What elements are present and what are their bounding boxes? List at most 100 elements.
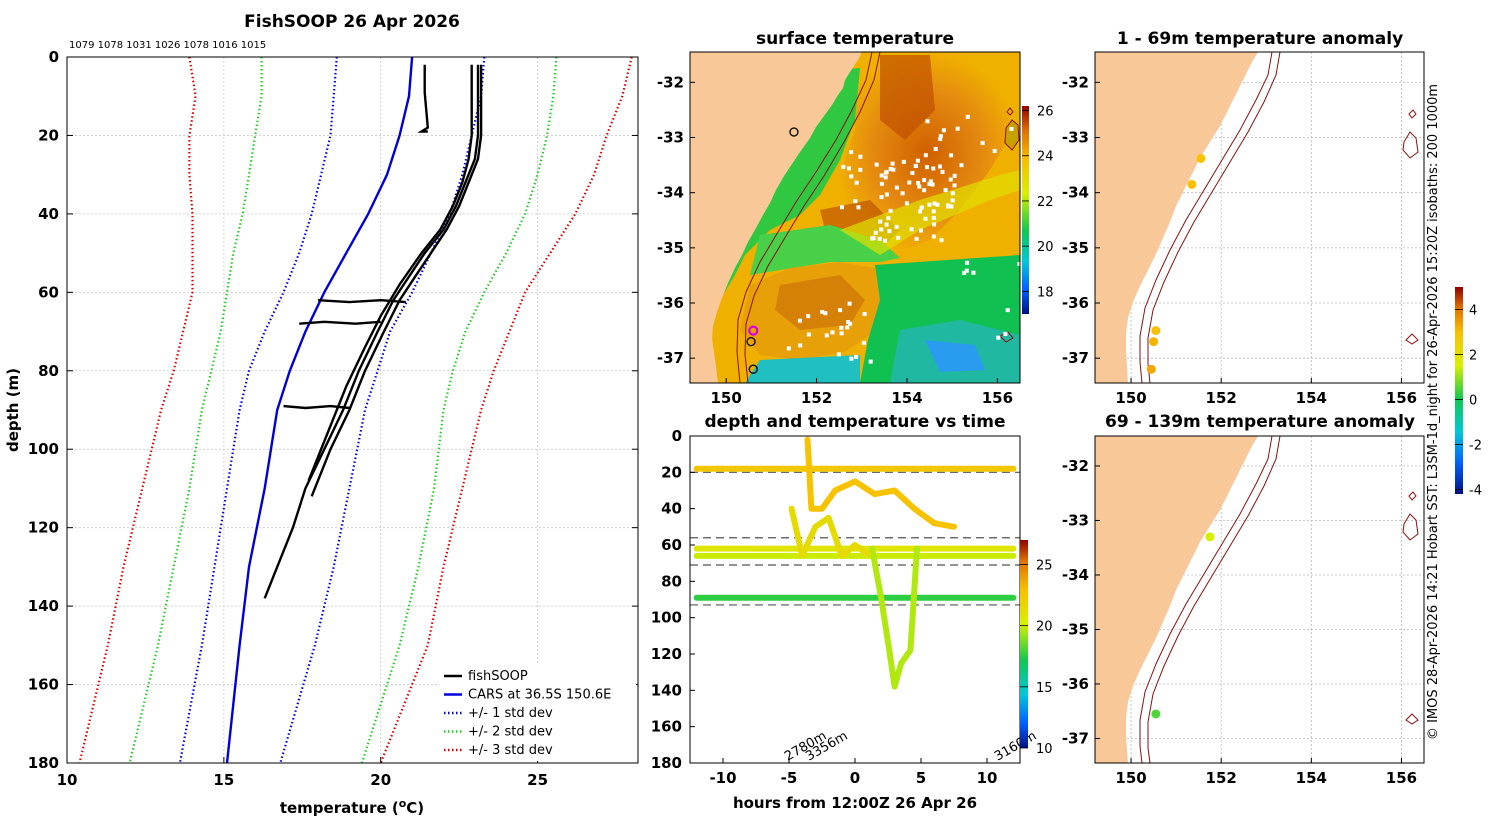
time-depth-ytick-label: 20 xyxy=(661,463,682,481)
cloud-pixel xyxy=(925,119,930,124)
profile-line--3-std xyxy=(379,57,633,763)
cloud-pixel xyxy=(919,205,924,210)
sst-colorbar-ticks: 18 20 22 24 26 xyxy=(1022,105,1054,300)
cloud-pixel xyxy=(950,191,955,196)
profile-ytick-label: 80 xyxy=(38,362,59,380)
anomaly-point xyxy=(1205,532,1215,542)
cloud-pixel xyxy=(907,180,912,185)
temperature-track xyxy=(788,505,872,559)
anomaly-colorbar-ticks: -4 -2 0 2 4 xyxy=(1455,304,1482,499)
anomaly-deep-points xyxy=(1151,532,1215,719)
cloud-pixel xyxy=(1009,126,1014,131)
land xyxy=(1095,436,1258,763)
cloud-pixel xyxy=(1003,331,1008,336)
sst-map-field xyxy=(690,52,1020,383)
isobath-200m xyxy=(736,52,873,383)
cloud-pixel xyxy=(896,235,901,240)
cloud-pixel xyxy=(927,202,932,207)
cloud-pixel xyxy=(923,153,928,158)
profile-line-fishsoop-3 xyxy=(307,64,473,482)
anomaly-shallow-points xyxy=(1146,153,1206,374)
profile-panel: 10 15 20 25 0 20 40 60 80 100 120 140 160 180 FishSOO… xyxy=(4,12,639,817)
cloud-pixel xyxy=(935,202,940,207)
profile-xtick-label: 20 xyxy=(370,771,391,789)
cloud-pixel xyxy=(940,169,945,174)
map-ytick-label: -32 xyxy=(1062,73,1089,91)
anomaly-colorbar-label: -2 xyxy=(1469,439,1482,454)
profile-line-fishsoop-h63 xyxy=(317,298,406,304)
cloud-pixel xyxy=(996,335,1001,340)
profile-line--2-std xyxy=(128,57,263,763)
cloud-pixel xyxy=(900,191,905,196)
time-depth-ytick-label: 120 xyxy=(651,645,682,663)
profile-xlabel: temperature (oC) xyxy=(280,797,424,817)
time-depth-xtick-label: -10 xyxy=(709,769,736,787)
profile-location-marker xyxy=(748,325,759,336)
legend-label: +/- 2 std dev xyxy=(468,725,553,740)
anomaly-colorbar-label: 4 xyxy=(1469,304,1477,319)
cloud-pixel xyxy=(927,182,932,186)
sst-eddy-core xyxy=(775,275,865,330)
profile-ytick-label: 40 xyxy=(38,205,59,223)
cloud-pixel xyxy=(840,205,844,210)
isobath-1000m xyxy=(1147,436,1281,763)
profile-xtick-label: 10 xyxy=(57,771,78,789)
anomaly-point xyxy=(1151,709,1161,719)
cloud-pixel xyxy=(992,149,997,153)
cloud-pixel xyxy=(925,165,929,170)
map-ytick-label: -36 xyxy=(657,294,684,312)
time-depth-title: depth and temperature vs time xyxy=(705,412,1006,432)
cloud-pixel xyxy=(1005,308,1010,313)
cloud-pixel xyxy=(943,188,948,193)
profile-ylabel: depth (m) xyxy=(4,368,22,452)
anomaly-colorbar-label: -4 xyxy=(1469,484,1482,499)
profile-line-cars-at-36-5s-150-6e xyxy=(225,57,414,763)
map-ytick-label: -34 xyxy=(1062,184,1089,202)
profile-ytick-label: 100 xyxy=(28,440,59,458)
map-ytick-label: -37 xyxy=(657,349,684,367)
anomaly-shallow-panel: 1 - 69m temperature anomaly 150 152 154 156… xyxy=(1062,29,1425,407)
map-xtick-label: 156 xyxy=(982,389,1013,407)
cloud-pixel xyxy=(883,175,888,180)
cloud-pixel xyxy=(890,161,895,166)
map-ytick-label: -32 xyxy=(657,73,684,91)
profile-xtick-label: 25 xyxy=(527,771,548,789)
cloud-pixel xyxy=(971,270,976,275)
anomaly-shallow-title: 1 - 69m temperature anomaly xyxy=(1117,29,1403,49)
time-depth-colorbar-label: 25 xyxy=(1036,558,1053,573)
cloud-pixel xyxy=(939,238,944,243)
profile-ytick-label: 60 xyxy=(38,283,59,301)
cloud-pixel xyxy=(888,167,893,171)
cloud-pixel xyxy=(949,204,954,209)
time-depth-tracks xyxy=(693,436,1017,690)
map-xtick-label: 150 xyxy=(711,389,742,407)
cloud-pixel xyxy=(884,192,889,197)
cloud-pixel xyxy=(871,236,876,240)
cloud-pixel xyxy=(877,236,882,241)
cloud-pixel xyxy=(879,195,884,200)
profile-xtick-label: 15 xyxy=(213,771,234,789)
cloud-pixel xyxy=(879,227,884,232)
legend-label: fishSOOP xyxy=(468,669,528,684)
time-depth-ytick-label: 160 xyxy=(651,718,682,736)
cloud-pixel xyxy=(858,154,863,159)
map-ytick-label: -34 xyxy=(657,184,684,202)
time-depth-xtick-label: 0 xyxy=(850,769,860,787)
sst-colorbar xyxy=(1022,106,1029,314)
cloud-pixel xyxy=(874,162,879,167)
imos-credit: © IMOS 28-Apr-2026 14:21 Hobart SST: L3S… xyxy=(1426,84,1441,740)
map-xtick-label: 154 xyxy=(1296,389,1327,407)
time-depth-xtick-label: 5 xyxy=(916,769,926,787)
cloud-pixel xyxy=(806,314,811,319)
cloud-pixel xyxy=(922,178,927,183)
cloud-pixel xyxy=(933,147,938,151)
map-xtick-label: 152 xyxy=(1206,769,1237,787)
cloud-pixel xyxy=(836,352,841,357)
cloud-pixel xyxy=(931,234,936,239)
cloud-pixel xyxy=(962,270,967,275)
map-ytick-label: -35 xyxy=(657,239,684,257)
legend: fishSOOP CARS at 36.5S 150.6E +/- 1 std de… xyxy=(438,665,636,761)
isobath-1000m xyxy=(744,52,881,383)
cloud-pixel xyxy=(879,181,884,186)
cloud-pixel xyxy=(980,141,985,145)
